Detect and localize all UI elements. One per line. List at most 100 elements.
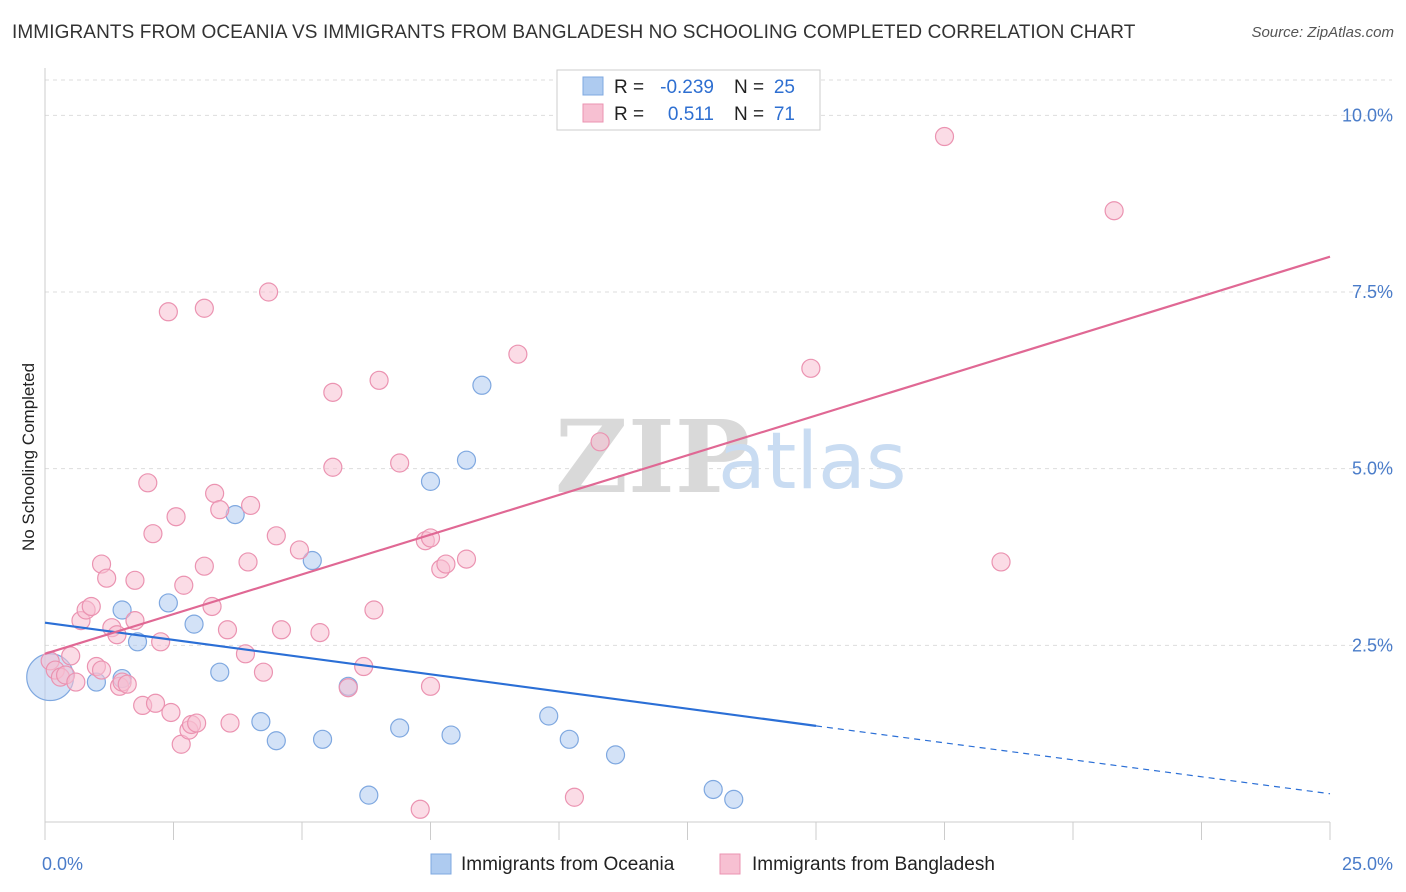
point-1-44 xyxy=(258,282,279,302)
trend-layer xyxy=(44,255,1331,795)
point-1-23 xyxy=(145,693,166,713)
point-1-34 xyxy=(194,556,214,576)
point-1-63 xyxy=(508,344,528,364)
watermark: ZIP atlas xyxy=(555,398,907,516)
point-1-38 xyxy=(217,620,238,640)
point-1-62 xyxy=(456,549,477,569)
point-1-12 xyxy=(97,568,117,588)
point-1-65 xyxy=(590,432,610,452)
point-0-15 xyxy=(390,718,410,738)
point-1-11 xyxy=(91,660,112,680)
y-tick-label-2: 7.5% xyxy=(1352,282,1393,302)
point-1-51 xyxy=(338,678,358,698)
point-1-42 xyxy=(241,495,261,516)
legend-box: R = -0.239 N = 25 R = 0.511 N = 71 xyxy=(556,69,821,131)
point-0-5 xyxy=(158,593,178,613)
point-0-22 xyxy=(605,745,626,765)
point-1-59 xyxy=(420,676,441,696)
bottom-legend-label-bangladesh: Immigrants from Bangladesh xyxy=(752,854,995,875)
trend-line-0 xyxy=(44,621,817,727)
point-1-55 xyxy=(390,453,410,473)
point-0-16 xyxy=(420,471,441,491)
point-0-4 xyxy=(127,632,148,652)
point-1-45 xyxy=(266,526,286,546)
point-1-56 xyxy=(410,799,430,819)
point-1-64 xyxy=(564,787,585,807)
y-tick-label-1: 5.0% xyxy=(1352,459,1393,479)
axes: 2.5% 5.0% 7.5% 10.0% 0.0% 25.0% xyxy=(42,68,1393,874)
point-0-7 xyxy=(210,662,230,682)
bottom-legend-label-oceania: Immigrants from Oceania xyxy=(461,854,675,875)
trend-extension-0 xyxy=(815,725,1331,795)
point-1-4 xyxy=(61,646,81,666)
point-1-47 xyxy=(289,540,310,560)
point-1-36 xyxy=(205,483,225,503)
point-0-19 xyxy=(472,375,492,395)
legend-swatch-oceania xyxy=(582,76,604,96)
point-0-24 xyxy=(724,789,744,809)
legend-n-label-1: N = xyxy=(734,77,764,98)
point-1-41 xyxy=(238,552,258,572)
series-layer xyxy=(26,126,1124,819)
legend-r-value-1: -0.239 xyxy=(660,77,714,98)
source-credit: Source: ZipAtlas.com xyxy=(1251,24,1394,41)
y-tick-label-3: 10.0% xyxy=(1342,105,1393,125)
point-1-53 xyxy=(364,600,384,620)
point-0-20 xyxy=(539,706,559,726)
chart-title: IMMIGRANTS FROM OCEANIA VS IMMIGRANTS FR… xyxy=(12,22,1136,43)
point-0-6 xyxy=(184,614,204,634)
point-0-9 xyxy=(251,712,271,732)
point-1-27 xyxy=(166,507,186,527)
bottom-legend: Immigrants from Oceania Immigrants from … xyxy=(430,853,995,875)
legend-r-label-2: R = xyxy=(614,104,644,125)
y-tick-label-0: 2.5% xyxy=(1352,635,1393,655)
bottom-legend-swatch-oceania xyxy=(430,853,452,875)
point-1-61 xyxy=(436,554,456,574)
y-axis-label: No Schooling Completed xyxy=(19,363,38,551)
point-0-14 xyxy=(359,785,379,805)
point-1-29 xyxy=(174,575,194,595)
point-1-24 xyxy=(151,632,171,652)
point-1-35 xyxy=(202,596,222,617)
point-0-10 xyxy=(266,731,286,751)
x-tick-label-1: 25.0% xyxy=(1342,854,1393,874)
point-0-18 xyxy=(456,450,477,470)
bottom-legend-swatch-bangladesh xyxy=(719,853,741,875)
point-1-32 xyxy=(187,713,207,733)
point-1-18 xyxy=(125,570,145,590)
series-1 xyxy=(40,126,1124,819)
point-0-3 xyxy=(112,600,132,620)
watermark-atlas: atlas xyxy=(718,417,907,507)
point-1-66 xyxy=(801,358,821,378)
point-1-5 xyxy=(66,672,86,692)
point-1-40 xyxy=(235,644,256,664)
point-0-17 xyxy=(441,725,461,745)
point-1-8 xyxy=(81,596,101,617)
legend-n-label-2: N = xyxy=(734,104,764,125)
point-0-12 xyxy=(312,729,333,749)
point-1-14 xyxy=(107,625,127,645)
point-1-26 xyxy=(161,702,181,723)
x-tick-label-0: 0.0% xyxy=(42,854,83,874)
legend-r-value-2: 0.511 xyxy=(668,104,714,125)
point-1-22 xyxy=(143,524,163,544)
point-1-46 xyxy=(271,620,292,640)
point-1-37 xyxy=(210,500,230,520)
point-1-43 xyxy=(253,662,274,682)
point-1-17 xyxy=(117,674,137,694)
point-1-69 xyxy=(1104,201,1124,221)
watermark-zip: ZIP xyxy=(555,398,750,516)
point-1-25 xyxy=(158,302,178,322)
point-0-23 xyxy=(703,779,723,800)
legend-n-value-1: 25 xyxy=(774,77,795,98)
point-1-67 xyxy=(934,126,955,147)
point-1-21 xyxy=(138,473,158,493)
point-1-49 xyxy=(323,382,343,402)
trend-line-1 xyxy=(44,255,1331,655)
point-1-68 xyxy=(991,552,1011,572)
point-0-11 xyxy=(302,550,322,571)
legend-r-label-1: R = xyxy=(614,77,644,98)
point-1-54 xyxy=(369,370,389,390)
point-1-48 xyxy=(310,623,330,643)
